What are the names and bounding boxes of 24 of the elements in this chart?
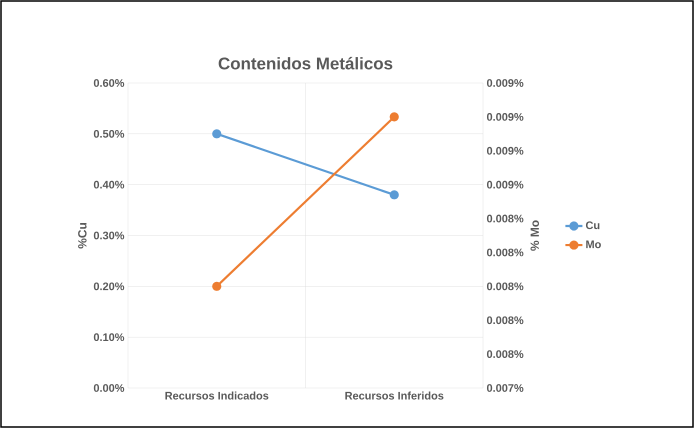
y-tick-label: 0.10% (94, 333, 124, 342)
y2-tick-label: 0.008% (486, 316, 524, 324)
y2-tick-label: 0.008% (486, 282, 524, 290)
x-tick-label: Recursos Inferidos (345, 392, 444, 400)
legend-label: Cu (586, 221, 600, 230)
x-tick-label: Recursos Indicados (165, 392, 268, 400)
y-axis-title: %Cu (78, 223, 87, 248)
y2-tick-label: 0.009% (486, 180, 524, 189)
y-tick-label: 0.40% (94, 180, 124, 189)
y2-tick-label: 0.008% (486, 214, 524, 222)
y2-tick-label: 0.009% (486, 79, 524, 87)
y2-axis-title: % Mo (530, 220, 539, 251)
legend-label: Mo (586, 240, 601, 248)
chart-title: Contenidos Metálicos (218, 56, 392, 70)
y-tick-label: 0.00% (94, 384, 124, 392)
y-tick-label: 0.60% (94, 79, 124, 87)
y2-tick-label: 0.008% (486, 248, 524, 256)
y2-tick-label: 0.009% (486, 113, 524, 121)
y-tick-label: 0.50% (94, 130, 124, 138)
y-tick-label: 0.30% (94, 232, 124, 240)
y-tick-label: 0.20% (94, 282, 124, 290)
y2-tick-label: 0.007% (486, 384, 524, 392)
y2-tick-label: 0.008% (486, 350, 524, 358)
y2-tick-label: 0.009% (486, 146, 524, 155)
